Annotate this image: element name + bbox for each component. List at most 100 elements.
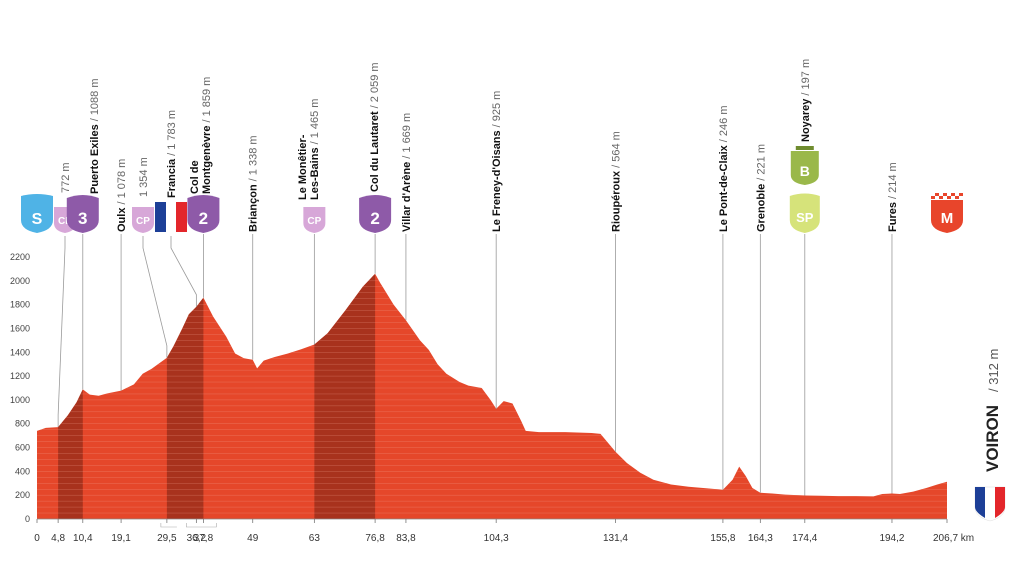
y-tick-label: 1400: [10, 347, 30, 357]
waypoint-label: Grenoble / 221 m: [755, 144, 767, 232]
x-tick-label: 29,5: [157, 533, 177, 544]
waypoint-text: Puerto Exiles / 1088 m: [89, 78, 101, 194]
climb-segment: [314, 273, 376, 519]
waypoint-text: Oulx / 1 078 m: [116, 159, 128, 232]
waypoint-text: Le Monêtier-Les-Bains / 1 465 m: [297, 99, 321, 200]
waypoint-altitude: / 1088 m: [89, 78, 101, 121]
y-tick-label: 800: [15, 419, 30, 429]
x-tick-label: 174,4: [792, 533, 817, 544]
waypoint-altitude: 772 m: [60, 162, 72, 193]
bonus-badge: B: [790, 146, 819, 185]
waypoint-name: Le Freney-d'Oisans: [491, 130, 503, 232]
climb-segment: [166, 273, 204, 519]
x-tick-label: 10,4: [73, 533, 93, 544]
waypoint-text: Noyarey / 197 m: [800, 59, 812, 142]
waypoint-label: Col du Lautaret / 2 059 m: [369, 62, 381, 192]
finish-badge: M: [931, 193, 963, 233]
waypoint-label: Noyarey / 197 m: [800, 59, 812, 142]
finish-altitude: / 312 m: [986, 349, 1001, 392]
waypoint-altitude: / 925 m: [491, 91, 503, 128]
waypoint-name: Col de: [189, 160, 201, 194]
x-tick-label: 194,2: [879, 533, 904, 544]
badge-label: 3: [78, 209, 87, 228]
y-tick-label: 200: [15, 490, 30, 500]
start-badge: S: [21, 194, 53, 233]
badge-label: S: [32, 211, 43, 228]
waypoint-text: Villar d'Arène / 1 669 m: [401, 113, 413, 232]
sprint-badge: SP: [789, 193, 820, 233]
waypoint-label: 772 m: [60, 162, 72, 193]
waypoint-text: 772 m: [60, 162, 72, 193]
finish-town-name: VOIRON: [983, 405, 1002, 472]
climb-segment: [58, 273, 83, 519]
badge-label: M: [941, 210, 954, 227]
waypoint-altitude: / 246 m: [718, 106, 730, 143]
x-tick-label: 19,1: [111, 533, 131, 544]
y-tick-label: 600: [15, 443, 30, 453]
waypoint-leader: [142, 236, 168, 358]
x-tick-label: 83,8: [396, 533, 416, 544]
x-tick-label: 164,3: [748, 533, 773, 544]
waypoint-altitude: / 1 669 m: [401, 113, 413, 159]
waypoint-text: Col du Lautaret / 2 059 m: [369, 62, 381, 192]
waypoint-text: 1 354 m: [138, 157, 150, 197]
tick-bracket: [160, 523, 177, 528]
waypoint-label: Villar d'Arène / 1 669 m: [401, 113, 413, 232]
waypoint-name: Oulx: [116, 207, 128, 232]
waypoint-altitude: 1 354 m: [138, 157, 150, 197]
finish-label: VOIRON / 312 m: [974, 349, 1006, 522]
waypoint-text: Rioupéroux / 564 m: [610, 131, 622, 232]
waypoint-name: Francia: [166, 158, 178, 198]
profile-area: [37, 273, 947, 520]
waypoint-altitude: / 1 783 m: [166, 110, 178, 156]
waypoint-name: Grenoble: [755, 184, 767, 232]
badge-label: CP: [136, 216, 150, 227]
waypoint-label: Briançon / 1 338 m: [248, 135, 260, 232]
y-tick-label: 2200: [10, 252, 30, 262]
y-tick-label: 1200: [10, 371, 30, 381]
badge-label: CP: [307, 216, 321, 227]
waypoint-text: Fures / 214 m: [887, 162, 899, 232]
waypoint-label: Col deMontgenèvre / 1 859 m: [189, 77, 213, 194]
waypoint-altitude: / 1 338 m: [248, 135, 260, 181]
waypoint-text: Le Freney-d'Oisans / 925 m: [491, 91, 503, 232]
x-axis: 0 4,8 10,4 19,1 29,5 36,237,8 49 63 76,8 83,8 104,…: [34, 519, 974, 544]
waypoint-label: Rioupéroux / 564 m: [610, 131, 622, 232]
y-tick-label: 400: [15, 466, 30, 476]
waypoint-altitude: / 221 m: [755, 144, 767, 181]
waypoint-name-line2: Montgenèvre: [201, 126, 213, 194]
waypoint-altitude: / 1 078 m: [116, 159, 128, 205]
y-tick-label: 1000: [10, 395, 30, 405]
waypoint-text: Grenoble / 221 m: [755, 144, 767, 232]
waypoint-label: Le Pont-de-Claix/ 246 m: [718, 106, 730, 232]
waypoint-text: Briançon / 1 338 m: [248, 135, 260, 232]
waypoint-text: Francia / 1 783 m: [166, 110, 178, 198]
x-tick-label: 104,3: [484, 533, 509, 544]
border-flag-icon: [155, 202, 187, 232]
x-tick-label: 49: [247, 533, 259, 544]
waypoint-name: Noyarey: [800, 98, 812, 142]
x-tick-label: 131,4: [603, 533, 628, 544]
y-tick-label: 0: [25, 514, 30, 524]
waypoint-name-line2: Les-Bains: [309, 147, 321, 200]
x-tick-label: 63: [309, 533, 321, 544]
waypoint-labels: 772 m Puerto Exiles / 1088 m Oulx / 1 078 m 1…: [60, 59, 899, 232]
waypoint-leaders: [57, 234, 893, 496]
cp-badge: CP: [132, 207, 154, 233]
x-tick-label: 76,8: [365, 533, 385, 544]
climb-badge: 2: [359, 195, 392, 233]
climb-badge: 3: [66, 195, 99, 233]
waypoint-label: 1 354 m: [138, 157, 150, 197]
waypoint-altitude: / 1 859 m: [201, 77, 213, 123]
waypoint-leader: [57, 236, 66, 428]
waypoint-text: Col deMontgenèvre / 1 859 m: [189, 77, 213, 194]
waypoint-badges: S CP 3 CP 2 CP 2 SP B M: [21, 146, 963, 233]
x-tick-label: 37,8: [194, 533, 214, 544]
waypoint-name: Briançon: [248, 184, 260, 232]
tick-bracket: [186, 523, 217, 528]
elevation-area: [37, 273, 947, 519]
waypoint-label: Francia / 1 783 m: [166, 110, 178, 198]
badge-label: B: [800, 163, 810, 179]
x-tick-label: 4,8: [51, 533, 65, 544]
